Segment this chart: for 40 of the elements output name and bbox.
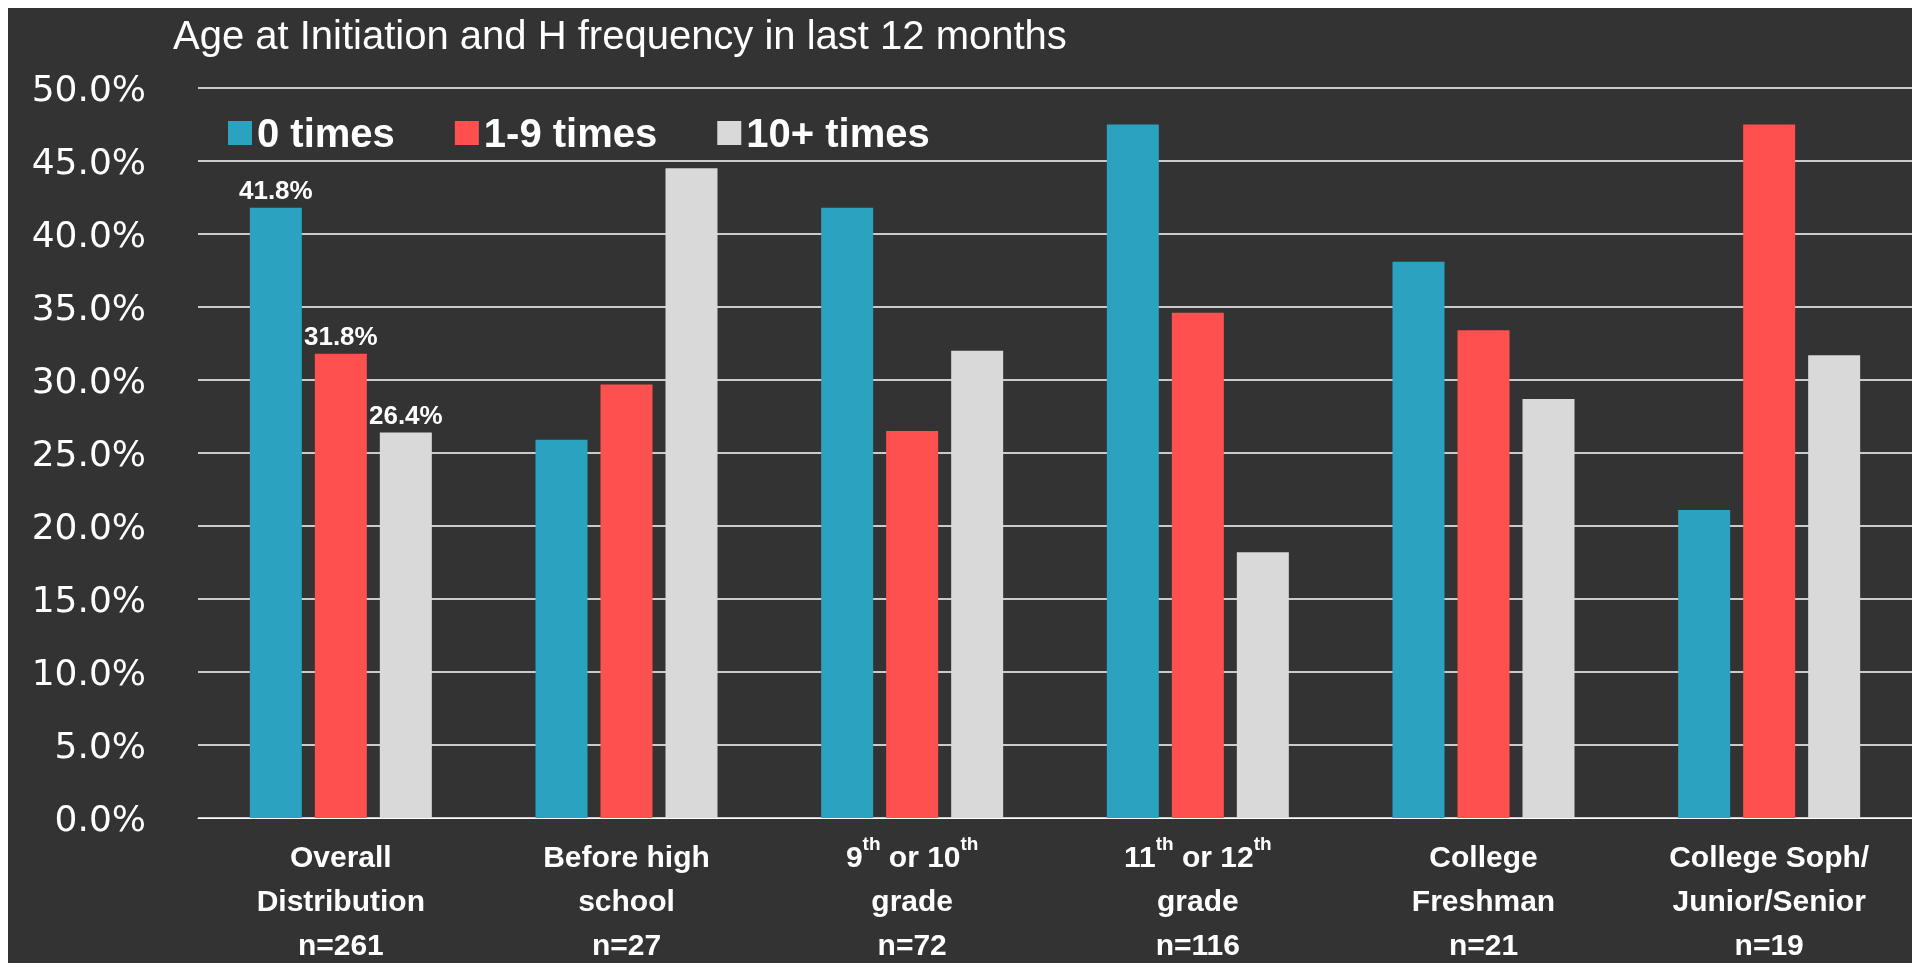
y-tick-label: 35.0% [31, 286, 146, 328]
bar [600, 384, 653, 818]
bar [1678, 509, 1731, 818]
legend-label: 10+ times [746, 111, 930, 155]
legend-label: 1-9 times [483, 111, 658, 155]
x-tick-label: Overall Distribution n=261 [256, 839, 425, 961]
bar [1106, 124, 1159, 818]
chart-title: Age at Initiation and H frequency in last 12 months [173, 13, 1067, 57]
data-label: 26.4% [368, 399, 443, 430]
y-tick-label: 30.0% [31, 359, 146, 401]
bar [1236, 552, 1289, 818]
bar [1457, 330, 1510, 818]
y-tick-label: 20.0% [31, 505, 146, 547]
bar [314, 353, 367, 818]
x-tick-label: Before high school n=27 [543, 839, 710, 961]
bar [886, 431, 939, 818]
bar [821, 207, 874, 818]
y-tick-label: 0.0% [54, 797, 146, 839]
bar [1743, 124, 1796, 818]
y-tick-label: 25.0% [31, 432, 146, 474]
bar [1171, 312, 1224, 818]
x-tick-label: College Soph/ Junior/Senior n=19 [1669, 839, 1870, 961]
bar [1392, 261, 1445, 818]
bar [665, 168, 718, 818]
data-label: 41.8% [238, 174, 313, 205]
y-tick-label: 50.0% [31, 67, 146, 109]
y-tick-label: 10.0% [31, 651, 146, 693]
bar [1522, 398, 1575, 818]
y-tick-label: 45.0% [31, 140, 146, 182]
y-tick-label: 15.0% [31, 578, 146, 620]
x-tick-label: College Freshman n=21 [1411, 839, 1556, 961]
legend-label: 0 times [257, 111, 395, 155]
bar [379, 432, 432, 818]
bar [249, 207, 302, 818]
bar [951, 350, 1004, 818]
y-tick-label: 5.0% [54, 724, 146, 766]
y-tick-label: 40.0% [31, 213, 146, 255]
data-label: 31.8% [303, 320, 378, 351]
bar [1808, 355, 1861, 818]
bar [535, 439, 588, 818]
